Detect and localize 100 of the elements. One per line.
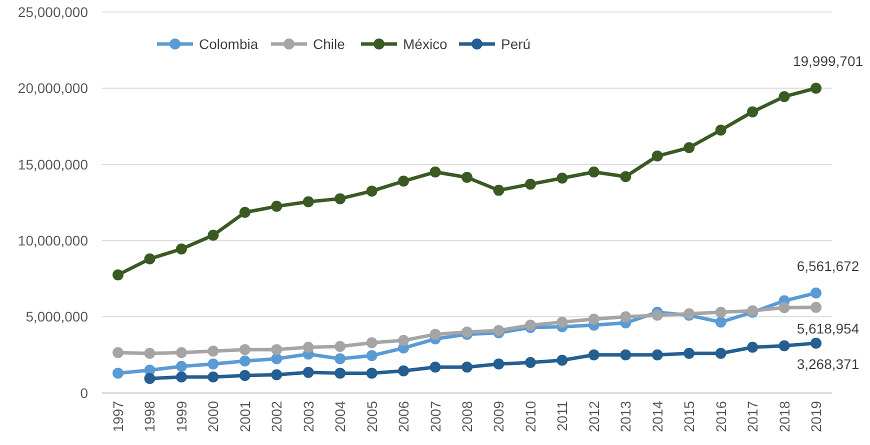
x-tick-label: 2010: [522, 400, 538, 432]
point: [176, 347, 187, 358]
point: [144, 348, 156, 359]
legend-label: Chile: [313, 36, 346, 52]
point: [239, 370, 250, 381]
x-tick-label: 2018: [776, 400, 792, 432]
x-tick-label: 2001: [236, 400, 253, 432]
point: [334, 353, 346, 364]
point: [366, 337, 378, 348]
point: [810, 288, 822, 298]
point: [620, 349, 632, 360]
x-tick-label: 2006: [396, 400, 412, 432]
point: [239, 206, 250, 218]
point: [715, 348, 726, 359]
y-tick-label: 15,000,000: [18, 156, 88, 172]
data-label: 6,561,672: [796, 258, 860, 274]
x-tick-label: 2013: [618, 400, 634, 432]
point: [112, 368, 124, 379]
point: [208, 346, 219, 357]
x-tick-label: 2002: [268, 400, 285, 432]
point: [271, 344, 282, 356]
point: [430, 328, 441, 340]
point: [430, 166, 441, 178]
point: [271, 200, 282, 212]
point: [747, 342, 758, 353]
point: [271, 353, 282, 364]
point: [176, 243, 187, 254]
x-tick-label: 2017: [744, 400, 761, 432]
point: [239, 355, 250, 366]
point: [208, 230, 219, 241]
point: [652, 349, 663, 360]
y-tick-label: 25,000,000: [18, 4, 88, 20]
x-tick-label: 2015: [681, 400, 698, 432]
point: [398, 176, 410, 187]
point: [144, 253, 156, 264]
point: [366, 350, 378, 362]
data-label: 5,618,954: [796, 320, 860, 336]
x-tick-label: 1999: [173, 400, 190, 432]
point: [302, 366, 314, 378]
point: [208, 372, 219, 382]
point: [524, 357, 536, 368]
x-tick-label: 2008: [459, 400, 475, 432]
point: [810, 338, 822, 349]
x-tick-label: 2000: [205, 400, 222, 432]
point: [366, 368, 378, 379]
y-tick-label: 10,000,000: [18, 232, 88, 248]
point: [302, 196, 314, 208]
data-label: 3,268,371: [796, 356, 860, 372]
legend-label: México: [403, 36, 448, 52]
point: [112, 269, 124, 280]
legend-label: Perú: [501, 36, 531, 52]
point: [366, 186, 378, 197]
y-tick-label: 20,000,000: [18, 80, 88, 96]
point: [810, 302, 822, 313]
point: [493, 184, 504, 196]
point: [588, 314, 600, 325]
x-tick-label: 1998: [142, 400, 158, 432]
point: [684, 142, 695, 154]
point: [430, 362, 441, 373]
point: [588, 349, 600, 360]
x-tick-label: 2011: [554, 400, 570, 432]
x-tick-label: 2005: [364, 400, 380, 432]
point: [302, 342, 314, 353]
point: [398, 365, 410, 376]
x-tick-label: 2016: [712, 400, 729, 432]
point: [239, 344, 250, 356]
point: [208, 358, 219, 370]
point: [176, 360, 187, 372]
x-tick-label: 2003: [300, 400, 316, 432]
point: [524, 178, 536, 190]
x-tick-label: 2014: [649, 400, 666, 432]
x-tick-label: 1997: [110, 400, 126, 432]
point: [398, 334, 410, 346]
point: [778, 91, 790, 102]
data-label: 19,999,701: [792, 53, 864, 70]
point: [778, 340, 790, 352]
point: [334, 341, 346, 352]
y-tick-label: 0: [80, 384, 88, 401]
point: [652, 150, 663, 162]
point: [620, 311, 632, 322]
point: [620, 171, 632, 182]
point: [112, 347, 124, 358]
point: [462, 362, 472, 373]
point: [176, 372, 187, 382]
point: [715, 316, 726, 328]
point: [588, 166, 600, 178]
x-tick-label: 2019: [808, 400, 824, 432]
point: [271, 369, 282, 380]
x-tick-label: 2007: [427, 400, 444, 432]
y-tick-label: 5,000,000: [26, 308, 88, 325]
point: [334, 368, 346, 379]
point: [747, 106, 758, 118]
point: [144, 373, 156, 384]
point: [778, 302, 790, 314]
x-tick-label: 2009: [490, 400, 507, 432]
point: [493, 358, 504, 370]
point: [715, 124, 726, 136]
point: [810, 82, 822, 94]
point: [556, 316, 568, 328]
point: [652, 310, 663, 321]
